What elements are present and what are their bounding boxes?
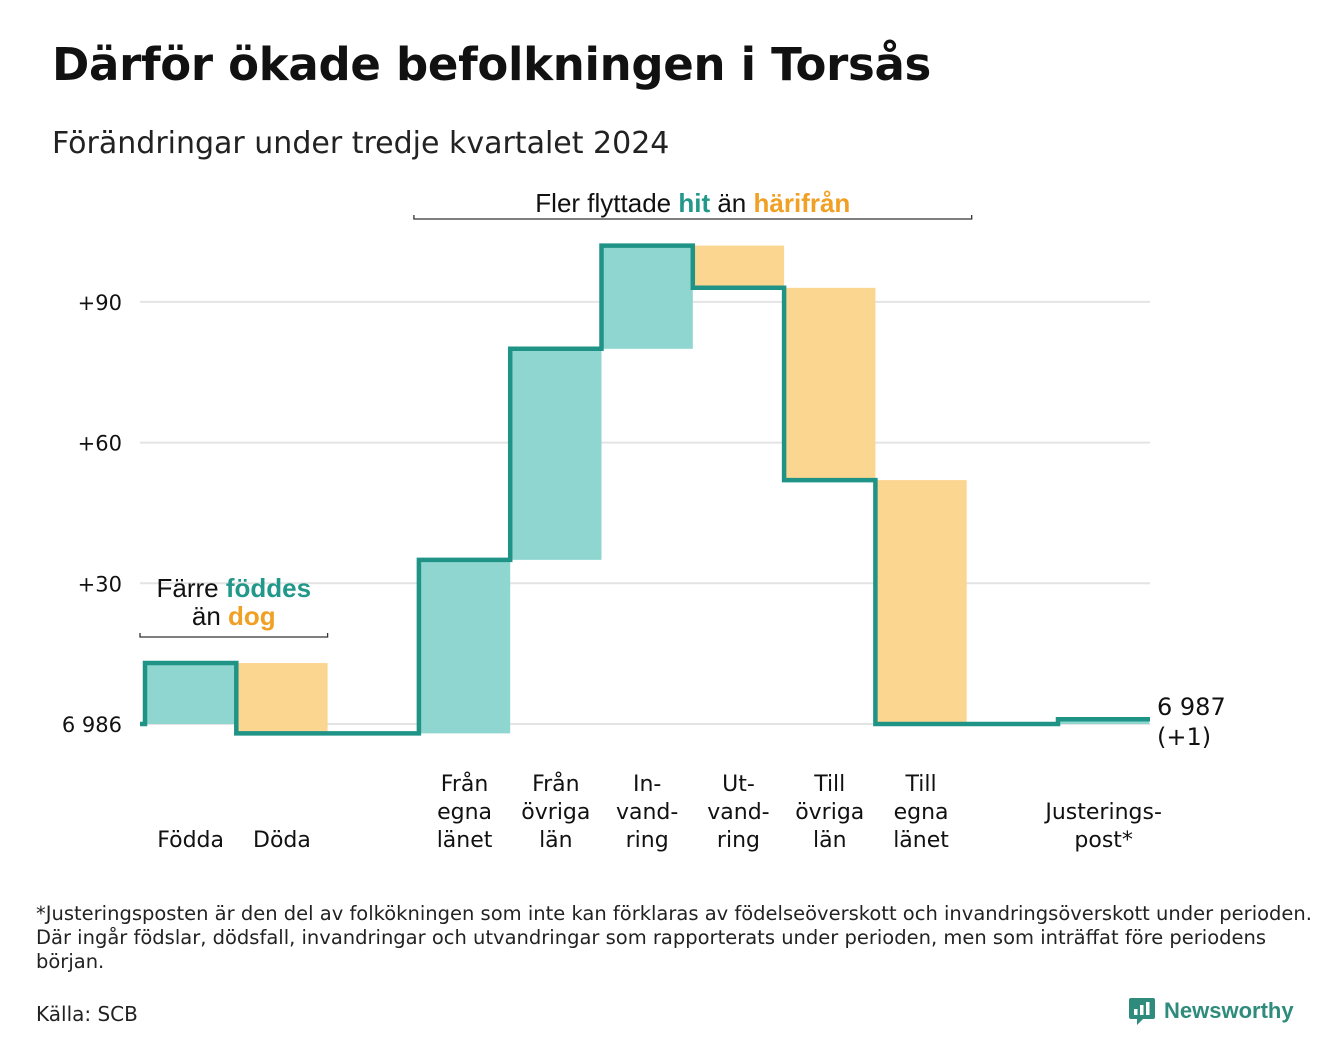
category-label: Till övriga län [795,772,864,853]
bar-decrease [236,663,328,734]
bar-increase [1058,719,1150,724]
category-label: Ut-vand-ring [707,772,769,853]
end-change: (+1) [1157,723,1211,751]
y-tick-label: +30 [78,572,122,596]
bar-increase [601,245,693,349]
brand-name: Newsworthy [1164,998,1294,1023]
category-label: Från egna länet [437,771,493,853]
bar-increase [510,348,602,560]
end-value: 6 987 [1157,693,1226,721]
category-label: Till egna länet [893,772,949,853]
bar-decrease [784,287,876,481]
category-label: In-vand-ring [616,772,678,853]
category-labels: Födda Döda Från egna länet Från övriga län In-va… [157,771,1162,853]
category-label: Döda [253,828,311,853]
annotation-text: Färre föddes [157,573,312,603]
annotation-text: än dog [192,601,276,631]
annotation-bracket [413,215,973,220]
running-total-line [140,243,1150,736]
category-label: Justerings-post* [1043,800,1162,853]
category-label: Födda [157,828,224,853]
running-total-line [140,243,1150,736]
bar-decrease [692,245,785,288]
gridlines [140,300,1150,725]
bar-increase [145,663,237,724]
source-note: Källa: SCB [36,1002,138,1026]
y-tick-label: +60 [78,432,122,456]
bar-decrease [875,480,967,724]
y-baseline-label: 6 986 [62,713,122,737]
brand-logo: Newsworthy [1128,996,1294,1026]
annotation-text: Fler flyttade hit än härifrån [535,188,850,218]
y-axis-ticks: +30 +60 +90 6 986 [62,291,122,737]
annotation-bracket [139,633,329,638]
chart-title: Därför ökade befolkningen i Torsås [52,38,932,91]
y-tick-label: +90 [78,291,122,315]
waterfall-chart: +30 +60 +90 6 986 Födda Döda Från egna länet Frå… [62,188,1226,853]
category-label: Från övriga län [521,771,590,853]
end-value-label: 6 987(+1) [1157,693,1226,751]
chart-subtitle: Förändringar under tredje kvartalet 2024 [52,126,670,161]
waterfall-bars [145,245,1150,734]
bar-increase [418,559,511,734]
newsworthy-logo-icon [1129,998,1155,1025]
footnote: *Justeringsposten är den del av folkökni… [36,902,1312,973]
